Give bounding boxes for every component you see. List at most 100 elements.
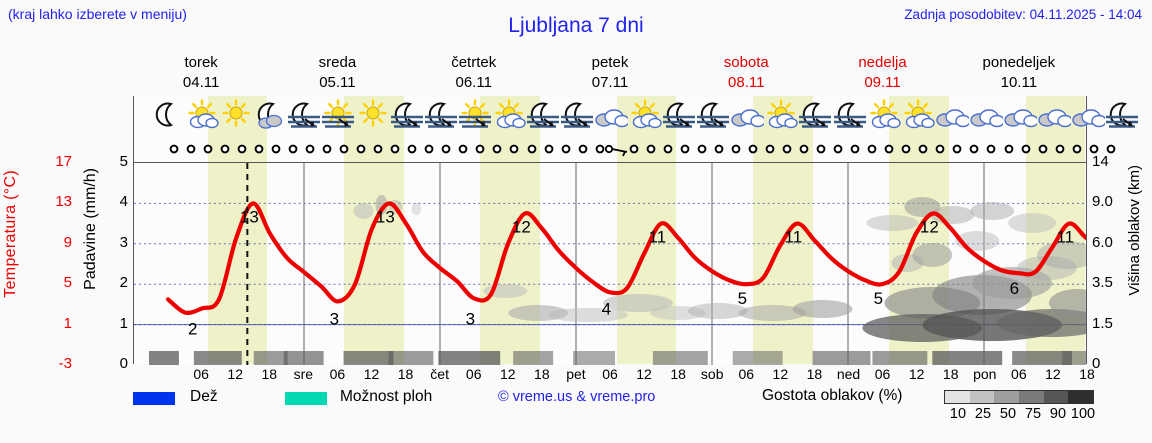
sun-fog-icon	[321, 98, 355, 132]
sun-icon	[356, 98, 390, 132]
moon-fog-icon	[662, 98, 696, 132]
wind-calm-icon	[344, 140, 378, 158]
time-tick-11: pet	[566, 366, 586, 382]
chart-area: 2 13 3 13 3 12 4 11 5 11 5 12 6 11	[134, 162, 1086, 365]
wind-calm-icon	[446, 140, 480, 158]
day-header-5: nedelja 09.11	[814, 53, 950, 95]
wind-calm-icon	[293, 140, 327, 158]
cloud-density-step-1	[969, 391, 995, 403]
wind-calm-icon	[327, 140, 361, 158]
cloud-density-tick-1: 25	[974, 406, 992, 422]
cloud-density-step-4	[1043, 391, 1069, 403]
wind-barb-icon	[600, 140, 634, 158]
day-name: nedelja	[858, 54, 907, 71]
prec-tick-4: 1	[119, 314, 128, 332]
time-tick-22: 18	[942, 366, 959, 382]
sun-cloud-icon	[492, 98, 526, 132]
temp-tick-2: 9	[63, 233, 72, 251]
wind-calm-icon	[957, 140, 991, 158]
day-header-6: ponedeljek 10.11	[951, 53, 1087, 95]
day-date: 04.11	[182, 74, 220, 91]
svg-text:5: 5	[738, 289, 747, 308]
wind-calm-icon	[549, 140, 583, 158]
svg-text:11: 11	[785, 228, 803, 247]
wind-calm-icon	[974, 140, 1008, 158]
svg-text:13: 13	[376, 207, 395, 226]
wind-calm-icon	[992, 140, 1026, 158]
cloud-icon	[594, 98, 630, 132]
time-tick-15: sob	[700, 366, 724, 382]
wind-calm-icon	[906, 140, 940, 158]
precipitation-axis-title: Padavine (mm/h)	[82, 168, 99, 290]
day-date: 10.11	[1000, 74, 1038, 91]
temp-tick-1: 13	[55, 193, 72, 211]
temperature-cloud-svg: 2 13 3 13 3 12 4 11 5 11 5 12 6 11	[134, 163, 1086, 365]
wind-calm-icon	[872, 140, 906, 158]
wind-barb-row	[134, 140, 1116, 158]
cloud-density-step-3	[1019, 391, 1044, 403]
time-tick-19: ned	[836, 366, 861, 382]
wind-calm-icon	[940, 140, 974, 158]
wind-calm-icon	[1026, 140, 1060, 158]
time-tick-4: 06	[329, 366, 346, 382]
svg-text:13: 13	[240, 207, 259, 226]
day-name: petek	[591, 54, 629, 71]
wind-calm-icon	[225, 140, 259, 158]
time-tick-17: 12	[772, 366, 789, 382]
wind-calm-icon	[753, 140, 787, 158]
time-tick-5: 12	[363, 366, 380, 382]
time-tick-0: 06	[193, 366, 209, 382]
cloud-tick-1: 9.0	[1092, 193, 1113, 211]
cloud-density-tick-2: 50	[999, 406, 1017, 422]
svg-text:6: 6	[1010, 279, 1019, 298]
wind-calm-icon	[634, 140, 668, 158]
prec-tick-5: 0	[119, 355, 128, 372]
cloud-icon	[1071, 98, 1107, 132]
cloud-tick-2: 6.0	[1092, 233, 1113, 251]
wind-calm-icon	[566, 140, 600, 158]
time-tick-7: čet	[430, 366, 449, 382]
wind-calm-icon	[1009, 140, 1043, 158]
wind-calm-icon	[310, 140, 344, 158]
prec-tick-3: 2	[119, 274, 128, 292]
prec-tick-1: 4	[119, 193, 128, 211]
showers-legend-label: Možnost ploh	[340, 388, 433, 405]
wind-calm-icon	[889, 140, 923, 158]
cloud-tick-5: 0	[1092, 355, 1101, 372]
wind-calm-icon	[651, 140, 685, 158]
temp-tick-3: 5	[63, 274, 72, 292]
wind-calm-icon	[515, 140, 549, 158]
cloud-density-tick-4: 90	[1049, 406, 1067, 422]
time-tick-24: 06	[1011, 366, 1027, 382]
time-tick-9: 12	[499, 366, 516, 382]
copyright-link[interactable]: © vreme.us & vreme.pro	[498, 389, 656, 405]
time-tick-26: 18	[1079, 366, 1095, 382]
cloud-icon	[1003, 98, 1039, 132]
sun-cloud-icon	[764, 98, 799, 132]
sun-cloud-icon	[901, 98, 935, 132]
day-name: četrtek	[451, 54, 497, 71]
daylight-band-1	[344, 96, 404, 364]
cloud-tick-4: 1.5	[1092, 314, 1113, 332]
moon-fog-icon	[1105, 98, 1139, 132]
time-tick-10: 18	[534, 366, 550, 382]
cloud-density-step-5	[1068, 391, 1094, 403]
svg-text:3: 3	[466, 309, 475, 328]
day-name: ponedeljek	[982, 54, 1056, 71]
moon-cloud-icon	[253, 98, 287, 132]
time-tick-25: 12	[1045, 366, 1061, 382]
last-update: Zadnja posodobitev: 04.11.2025 - 14:04	[904, 7, 1142, 22]
svg-text:3: 3	[330, 309, 339, 328]
time-axis: 06 12 18 sre 06 12 18 čet 06 12 18 pet 06 12 18 sob 06 12…	[133, 366, 1094, 384]
forecast-plot: 2 13 3 13 3 12 4 11 5 11 5 12 6 11	[133, 96, 1139, 365]
moon-fog-icon	[424, 98, 458, 132]
cloud-density-gradient	[944, 390, 1094, 404]
wind-calm-icon	[532, 140, 566, 158]
cloud-tick-3: 3.5	[1092, 274, 1113, 292]
time-tick-3: sre	[293, 366, 314, 382]
wind-calm-icon	[1094, 140, 1128, 158]
sun-icon	[219, 98, 253, 132]
wind-calm-icon	[1060, 140, 1094, 158]
day-date: 07.11	[591, 74, 629, 91]
